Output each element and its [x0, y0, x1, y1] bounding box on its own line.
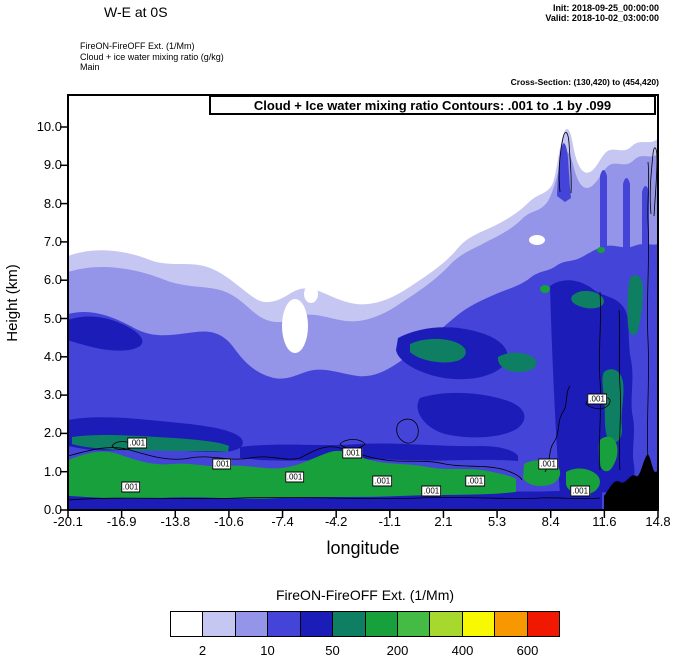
y-tick-label: 8.0 [43, 195, 62, 211]
contour-info-box: Cloud + Ice water mixing ratio Contours:… [209, 95, 656, 115]
y-tick-label: 1.0 [43, 463, 62, 479]
colorbar-tick-label: 10 [260, 643, 275, 658]
contour-value-label: .001 [342, 447, 362, 459]
fill-region-green-column [598, 436, 618, 472]
x-tick-label: -10.6 [214, 514, 244, 529]
contour-value-label: .001 [465, 475, 486, 487]
colorbar-cell [171, 612, 204, 636]
contour-value-label: .001 [127, 437, 148, 449]
y-tick-label: 10.0 [36, 119, 62, 134]
y-tick-label: 7.0 [43, 233, 62, 249]
blue-column [600, 170, 607, 248]
x-tick-label: 8.4 [541, 514, 560, 529]
clear-gap [282, 299, 308, 353]
contour-value-label: .001 [284, 471, 305, 483]
fill-region-green-speck [540, 285, 550, 293]
fill-region-teal-core [627, 275, 643, 335]
colorbar-cell [300, 612, 334, 636]
colorbar-cell [397, 612, 431, 636]
contour-fill-field [68, 128, 658, 510]
page-title: W-E at 0S [104, 4, 168, 20]
x-tick-label: -1.1 [378, 514, 402, 529]
x-tick-label: 5.3 [488, 514, 507, 529]
x-tick-label: 2.1 [434, 514, 453, 529]
colorbar-cell [268, 612, 301, 636]
colorbar-tick-label: 400 [451, 643, 474, 658]
colorbar-tick-label: 50 [325, 643, 340, 658]
colorbar-title: FireON-FireOFF Ext. (1/Mm) [275, 587, 455, 603]
field-description: FireON-FireOFF Ext. (1/Mm) Cloud + ice w… [80, 41, 224, 73]
fill-region-darkblue-core-b [417, 392, 525, 438]
y-tick-label: 4.0 [43, 348, 62, 364]
x-tick-label: -16.9 [106, 514, 137, 529]
x-tick-label: -20.1 [53, 514, 83, 529]
fill-region-darkblue-west-upper [68, 316, 143, 351]
x-axis-label: longitude [326, 538, 400, 558]
clear-gap [529, 235, 545, 245]
cross-section-label: Cross-Section: (130,420) to (454,420) [510, 77, 659, 87]
axis-ticks [60, 126, 659, 518]
x-tick-label: 14.8 [645, 514, 671, 529]
colorbar-cell [430, 612, 463, 636]
colorbar-cell [462, 612, 496, 636]
field-line-domain: Main [80, 62, 100, 72]
contour-value-label: .001 [587, 393, 607, 405]
contour-value-label: .001 [570, 485, 591, 497]
blue-column [642, 186, 649, 250]
blue-column [623, 178, 630, 250]
valid-timestamp: Valid: 2018-10-02_03:00:00 [545, 13, 659, 23]
y-tick-label: 3.0 [43, 387, 62, 403]
contour-value-label: .001 [372, 475, 393, 487]
blue-spike [557, 143, 571, 202]
fill-region-offscale-black [604, 454, 658, 510]
fill-region-teal-core [571, 290, 604, 309]
field-line-fill: FireON-FireOFF Ext. (1/Mm) [80, 41, 195, 51]
colorbar-tick-label: 600 [516, 643, 539, 658]
x-tick-label: -13.8 [160, 514, 191, 529]
colorbar-cell [527, 612, 560, 636]
init-timestamp: Init: 2018-09-25_00:00:00 [552, 3, 659, 13]
y-tick-label: 2.0 [43, 425, 62, 441]
y-tick-label: 5.0 [43, 310, 62, 326]
contour-value-label: .001 [212, 458, 232, 470]
fill-region-teal-core [410, 338, 466, 363]
y-axis-label: Height (km) [4, 264, 21, 342]
y-tick-label: 6.0 [43, 272, 62, 288]
colorbar [170, 611, 560, 637]
contour-value-label: .001 [421, 485, 442, 497]
clear-gap [304, 285, 318, 303]
colorbar-cell [235, 612, 269, 636]
contour-value-label: .001 [538, 458, 558, 470]
y-tick-label: 0.0 [43, 502, 62, 517]
colorbar-cell [365, 612, 398, 636]
x-tick-label: 11.6 [592, 514, 617, 529]
x-tick-label: -7.4 [271, 514, 294, 529]
fill-region-darkblue-mid-strip [240, 443, 518, 461]
x-tick-label: -4.2 [324, 514, 348, 529]
contour-value-label: .001 [120, 481, 141, 493]
fill-region-teal-core [497, 352, 537, 372]
fill-region-teal-core [602, 369, 624, 443]
y-tick-label: 9.0 [43, 157, 62, 173]
colorbar-cell [203, 612, 236, 636]
contour-lines [68, 132, 658, 501]
fill-region-green-speck [597, 247, 605, 253]
colorbar-tick-label: 2 [198, 643, 207, 658]
colorbar-tick-label: 200 [386, 643, 409, 658]
field-line-contour: Cloud + ice water mixing ratio (g/kg) [80, 51, 224, 62]
colorbar-cell [333, 612, 366, 636]
colorbar-cell [495, 612, 528, 636]
